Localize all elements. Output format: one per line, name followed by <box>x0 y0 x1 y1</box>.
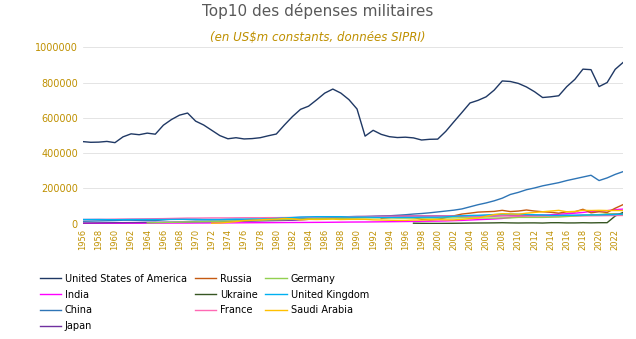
Germany <box>619 213 627 217</box>
United States of America <box>619 60 627 64</box>
Japan <box>305 217 312 221</box>
China <box>385 214 393 218</box>
Line: Japan: Japan <box>83 214 623 223</box>
United Kingdom <box>619 212 627 216</box>
United Kingdom <box>474 213 482 217</box>
Germany <box>200 220 207 224</box>
China <box>563 179 570 183</box>
Russia <box>563 210 570 214</box>
United Kingdom <box>571 213 579 217</box>
India <box>394 220 401 224</box>
Saudi Arabia <box>604 208 611 213</box>
France <box>200 216 207 220</box>
United States of America <box>208 128 216 132</box>
Germany <box>208 219 216 223</box>
United Kingdom <box>506 212 514 216</box>
Japan <box>79 221 86 225</box>
India <box>385 220 393 224</box>
Line: United Kingdom: United Kingdom <box>83 214 623 220</box>
Germany <box>394 216 401 220</box>
France <box>385 214 393 218</box>
Line: Russia: Russia <box>381 204 623 220</box>
France <box>563 214 570 218</box>
India <box>208 221 216 225</box>
Saudi Arabia <box>563 210 570 214</box>
Legend: United States of America, India, China, Japan, Russia, Ukraine, France, Germany,: United States of America, India, China, … <box>37 271 372 334</box>
India <box>79 221 86 225</box>
Japan <box>200 220 207 224</box>
United States of America <box>394 136 401 140</box>
Russia <box>604 211 611 215</box>
United Kingdom <box>587 213 595 217</box>
Japan <box>619 212 627 216</box>
Japan <box>611 212 619 216</box>
Japan <box>563 214 570 218</box>
Text: (en US$m constants, données SIPRI): (en US$m constants, données SIPRI) <box>211 31 425 43</box>
China <box>208 218 216 222</box>
Line: Ukraine: Ukraine <box>413 212 623 223</box>
India <box>619 207 627 211</box>
China <box>79 219 86 223</box>
India <box>563 212 570 216</box>
United States of America <box>313 98 321 102</box>
India <box>604 209 611 213</box>
Text: Top10 des dépenses militaires: Top10 des dépenses militaires <box>202 3 434 19</box>
Ukraine <box>604 221 611 225</box>
Russia <box>619 202 627 206</box>
France <box>208 216 216 220</box>
United Kingdom <box>79 218 86 222</box>
Line: China: China <box>83 172 623 221</box>
Line: France: France <box>83 216 623 220</box>
Germany <box>385 216 393 220</box>
France <box>79 218 86 222</box>
Saudi Arabia <box>385 218 393 222</box>
China <box>200 218 207 222</box>
Saudi Arabia <box>619 208 627 213</box>
China <box>619 170 627 174</box>
Germany <box>604 212 611 216</box>
Line: India: India <box>83 209 623 223</box>
United Kingdom <box>523 212 530 216</box>
France <box>604 214 611 218</box>
United States of America <box>401 135 409 139</box>
United States of America <box>79 140 86 144</box>
Japan <box>385 214 393 218</box>
Japan <box>394 214 401 218</box>
Russia <box>385 216 393 220</box>
United Kingdom <box>450 214 458 218</box>
Line: United States of America: United States of America <box>83 62 623 143</box>
Line: Saudi Arabia: Saudi Arabia <box>212 210 623 223</box>
United Kingdom <box>579 213 587 217</box>
France <box>394 214 401 218</box>
Saudi Arabia <box>208 221 216 225</box>
United States of America <box>571 77 579 81</box>
India <box>200 221 207 225</box>
China <box>604 176 611 180</box>
France <box>619 214 627 218</box>
United Kingdom <box>111 218 119 222</box>
Russia <box>394 215 401 219</box>
Ukraine <box>563 221 570 225</box>
United States of America <box>216 134 224 138</box>
Line: Germany: Germany <box>147 214 623 223</box>
Germany <box>563 215 570 219</box>
United States of America <box>111 141 119 145</box>
China <box>394 213 401 217</box>
Saudi Arabia <box>394 218 401 222</box>
Japan <box>208 220 216 224</box>
Ukraine <box>619 210 627 214</box>
